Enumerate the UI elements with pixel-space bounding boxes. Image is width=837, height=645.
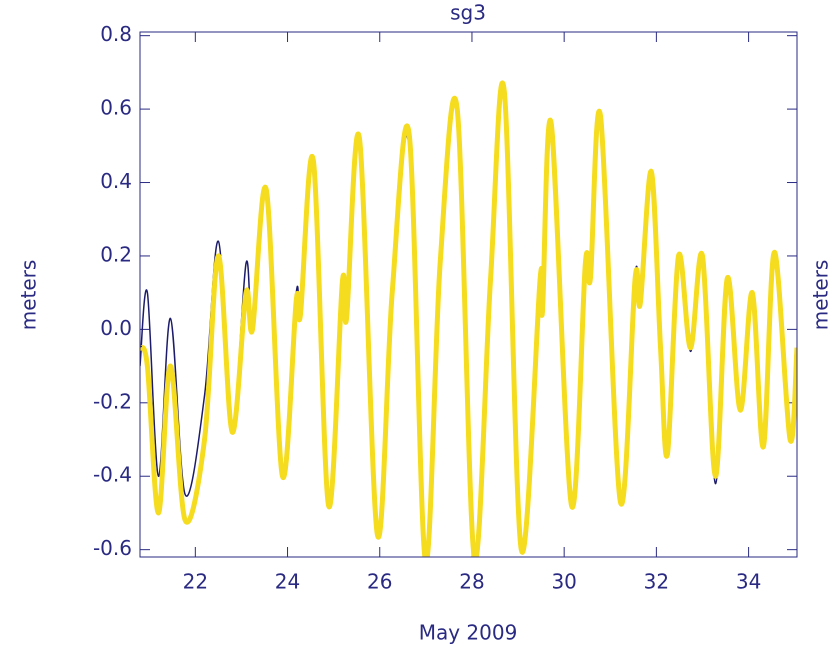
y-tick-label: -0.2 xyxy=(93,389,132,413)
y-tick-label: -0.4 xyxy=(93,463,132,487)
x-tick-label: 34 xyxy=(736,570,761,594)
y2-axis-label: meters xyxy=(809,260,833,331)
x-tick-label: 32 xyxy=(644,570,669,594)
y-tick-label: -0.6 xyxy=(93,536,132,560)
x-tick-label: 26 xyxy=(367,570,392,594)
x-tick-label: 22 xyxy=(183,570,208,594)
plot-frame xyxy=(139,31,798,558)
y-tick-label: 0.2 xyxy=(100,242,132,266)
y-tick-label: 0.6 xyxy=(100,96,132,120)
x-tick-label: 24 xyxy=(275,570,300,594)
x-tick-label: 28 xyxy=(459,570,484,594)
y-tick-label: 0.4 xyxy=(100,169,132,193)
y-tick-label: 0.0 xyxy=(100,316,132,340)
series-line xyxy=(140,80,797,557)
y-tick-label: 0.8 xyxy=(100,22,132,46)
x-tick-label: 30 xyxy=(551,570,576,594)
chart-title: sg3 xyxy=(450,1,486,25)
x-axis-label: May 2009 xyxy=(419,621,518,645)
y-axis-label: meters xyxy=(17,260,41,331)
